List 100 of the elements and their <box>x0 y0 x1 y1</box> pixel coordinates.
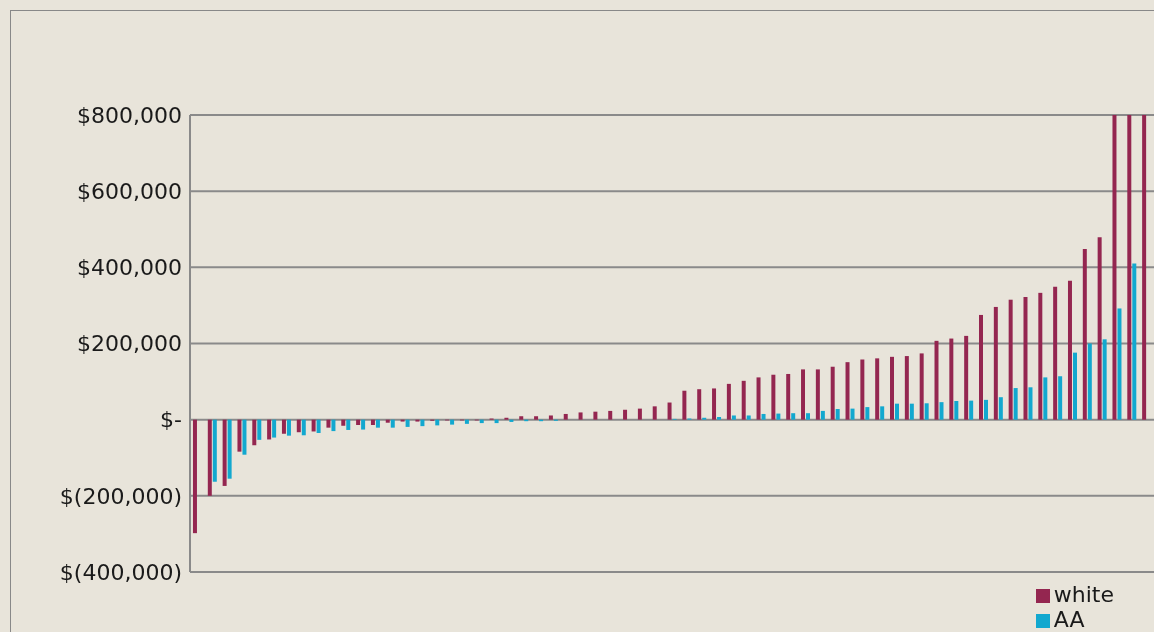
bar <box>761 413 766 420</box>
bar <box>222 419 227 486</box>
bar <box>563 413 568 420</box>
bar <box>712 388 717 420</box>
bar <box>326 419 331 428</box>
bar <box>1023 297 1028 420</box>
bar <box>578 412 583 420</box>
bar <box>267 419 272 440</box>
bar <box>1087 343 1092 420</box>
bar <box>252 419 257 446</box>
legend-label: white <box>1053 582 1114 607</box>
bar <box>939 402 944 420</box>
bar <box>637 408 642 420</box>
bar <box>1072 352 1077 420</box>
bar <box>746 415 751 420</box>
bar <box>242 419 247 455</box>
legend-label: AA <box>1053 607 1085 632</box>
bar <box>865 407 870 420</box>
bar <box>835 409 840 420</box>
bar <box>820 410 825 420</box>
bar <box>924 403 929 420</box>
bar <box>519 416 524 420</box>
bar <box>316 419 321 433</box>
bar <box>919 353 924 420</box>
bar <box>548 415 553 420</box>
bar <box>534 416 539 420</box>
bar <box>741 380 746 420</box>
y-tick-label: $(200,000) <box>59 483 182 509</box>
bar <box>272 419 277 438</box>
bar <box>786 373 791 420</box>
bar <box>375 419 380 428</box>
bar <box>731 415 736 420</box>
bar <box>1132 263 1137 420</box>
bar <box>281 419 286 434</box>
bar <box>1043 377 1048 420</box>
bar <box>845 362 850 420</box>
bar <box>993 306 998 420</box>
bar <box>850 408 855 420</box>
bar <box>652 406 657 420</box>
y-tick-label: $600,000 <box>77 178 182 204</box>
bar <box>791 413 796 420</box>
bar <box>1117 308 1122 420</box>
bar <box>1038 292 1043 420</box>
bar <box>776 413 781 420</box>
bar <box>1053 286 1058 420</box>
bar <box>1058 376 1063 420</box>
y-tick-label: $800,000 <box>77 102 182 128</box>
bar <box>895 403 900 420</box>
bar <box>420 419 425 427</box>
bar <box>726 383 731 420</box>
bar <box>875 358 880 420</box>
bar <box>979 314 983 420</box>
bar <box>806 413 811 420</box>
bar <box>1097 237 1102 420</box>
bar <box>390 419 395 428</box>
bar <box>717 417 722 420</box>
bar <box>192 419 197 534</box>
bar <box>969 400 974 420</box>
bar <box>1067 280 1072 420</box>
bar <box>450 419 455 425</box>
bar <box>311 419 316 432</box>
bar <box>608 410 613 420</box>
bar <box>904 356 909 420</box>
bar <box>370 419 375 425</box>
bar <box>801 369 806 420</box>
bar <box>954 401 959 420</box>
bar <box>286 419 291 436</box>
bar <box>830 366 835 420</box>
bar <box>890 356 895 420</box>
bar <box>227 419 232 479</box>
bar <box>1102 339 1107 420</box>
bar <box>593 411 598 420</box>
bar <box>464 419 469 424</box>
bar <box>756 377 761 420</box>
y-tick-label: $- <box>160 407 182 433</box>
bar <box>1082 249 1087 420</box>
bar <box>964 335 969 420</box>
y-tick-label: $(400,000) <box>59 559 182 585</box>
bar <box>1142 115 1147 420</box>
bar <box>212 419 217 482</box>
bar <box>860 359 865 420</box>
bar <box>361 419 366 430</box>
bar <box>356 419 361 425</box>
bar <box>934 340 939 420</box>
bar <box>301 419 306 436</box>
bar <box>697 389 702 420</box>
bar <box>815 369 820 420</box>
bar <box>237 419 242 452</box>
bar <box>984 399 988 420</box>
bar <box>385 419 390 423</box>
y-tick-label: $400,000 <box>77 255 182 281</box>
bar <box>1008 299 1013 420</box>
bar <box>331 419 336 432</box>
bar <box>949 338 954 420</box>
bar <box>623 409 628 420</box>
bar <box>1028 387 1033 420</box>
bar <box>880 406 885 420</box>
bar <box>1013 388 1018 420</box>
y-tick-label: $200,000 <box>77 331 182 357</box>
bar <box>207 419 212 496</box>
